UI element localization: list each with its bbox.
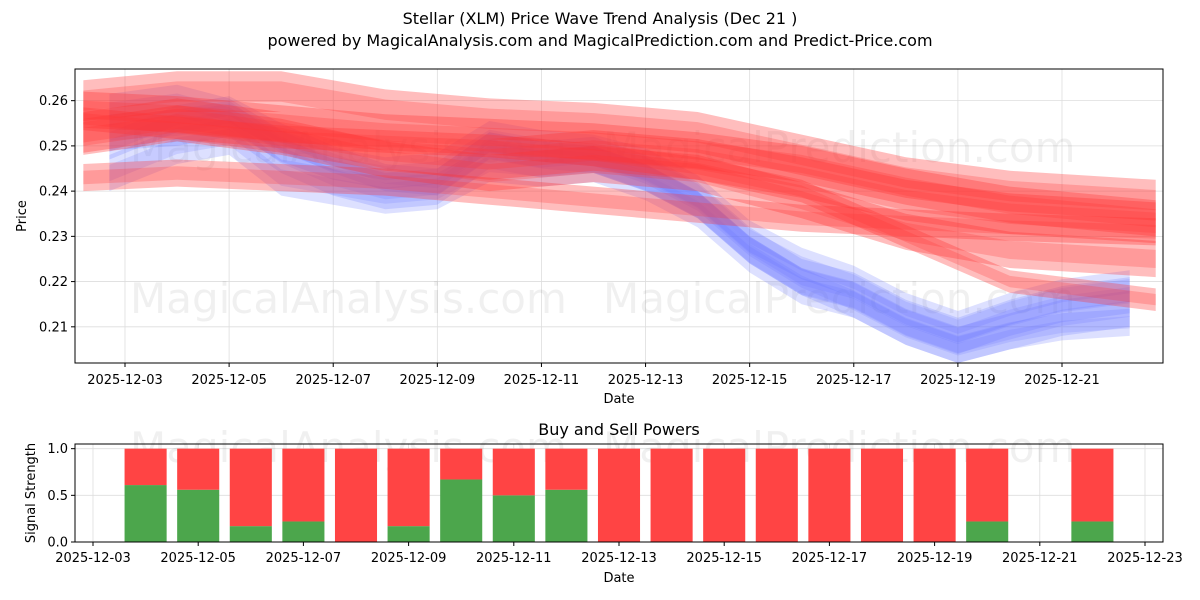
x-tick-label: 2025-12-05 (191, 373, 267, 388)
sell-bar (808, 448, 851, 542)
sell-bar (966, 448, 1009, 522)
buy-bar (282, 521, 325, 542)
buy-bar (124, 485, 167, 542)
sell-bar (913, 448, 956, 542)
blue-wave-band (109, 118, 1130, 363)
blue-wave-band (109, 84, 1130, 343)
sell-bar (387, 448, 430, 527)
bar-x-tick-label: 2025-12-05 (160, 551, 236, 566)
bar-y-tick-label: 0.5 (47, 489, 68, 504)
sell-bar (755, 448, 798, 542)
blue-wave-core (109, 110, 1130, 344)
sell-bar (229, 448, 272, 527)
bar-x-tick-label: 2025-12-03 (55, 551, 131, 566)
chart-title: Stellar (XLM) Price Wave Trend Analysis … (402, 9, 798, 28)
buy-bar (492, 495, 535, 542)
bar-y-tick-label: 0.0 (47, 536, 68, 551)
x-axis-label: Date (603, 392, 634, 407)
buy-bar (440, 479, 483, 542)
watermark-text: MagicalAnalysis.com (130, 123, 567, 172)
red-wave-core (83, 113, 1156, 306)
x-tick-label: 2025-12-15 (712, 373, 788, 388)
x-tick-label: 2025-12-11 (504, 373, 580, 388)
bar-x-tick-label: 2025-12-15 (686, 551, 762, 566)
red-wave-core (83, 108, 1156, 233)
sell-bar (124, 448, 167, 486)
sell-bar (282, 448, 325, 522)
y-tick-label: 0.23 (39, 230, 68, 245)
bar-y-tick-label: 1.0 (47, 442, 68, 457)
sell-bar (492, 448, 535, 496)
sell-bar (650, 448, 693, 542)
y-tick-label: 0.25 (39, 139, 68, 154)
bar-x-tick-label: 2025-12-17 (792, 551, 868, 566)
sell-bar (860, 448, 904, 542)
bar-x-tick-label: 2025-12-23 (1107, 551, 1183, 566)
price-chart-frame (74, 68, 1164, 364)
sell-bar (703, 448, 746, 542)
chart-subtitle: powered by MagicalAnalysis.com and Magic… (267, 31, 933, 50)
red-wave-band (83, 159, 1156, 246)
red-wave-core (83, 100, 1156, 228)
red-wave-core (83, 81, 1156, 211)
y-tick-label: 0.22 (39, 275, 68, 290)
bar-x-tick-label: 2025-12-09 (371, 551, 447, 566)
red-wave-band (83, 98, 1156, 244)
bar-x-tick-label: 2025-12-07 (266, 551, 342, 566)
watermark-text: MagicalAnalysis.com (130, 274, 567, 323)
x-tick-label: 2025-12-17 (816, 373, 892, 388)
sell-bar (440, 448, 483, 480)
x-tick-label: 2025-12-07 (295, 373, 371, 388)
buy-bar (1071, 521, 1114, 542)
red-wave-core (83, 114, 1156, 268)
buy-bar (387, 526, 430, 542)
watermark-text: MagicalPrediction.com (603, 274, 1076, 323)
y-axis-label: Price (15, 200, 30, 232)
sell-bar (1071, 448, 1114, 522)
buy-bar (177, 489, 220, 542)
red-wave-band (83, 91, 1156, 237)
blue-wave-core (109, 103, 1130, 356)
red-wave-core (83, 166, 1156, 239)
x-tick-label: 2025-12-21 (1024, 373, 1100, 388)
bar-chart-title: Buy and Sell Powers (538, 420, 700, 439)
buy-bar (545, 489, 588, 542)
red-wave-band (83, 107, 1156, 312)
buy-bar (229, 526, 272, 542)
sell-bar (177, 448, 220, 490)
y-tick-label: 0.21 (39, 320, 68, 335)
x-tick-label: 2025-12-13 (608, 373, 684, 388)
x-tick-label: 2025-12-03 (87, 373, 163, 388)
bar-x-axis-label: Date (603, 571, 634, 586)
blue-wave-core (109, 93, 1130, 334)
sell-bar (545, 448, 588, 490)
blue-wave-band (109, 96, 1130, 363)
bar-x-tick-label: 2025-12-19 (897, 551, 973, 566)
y-tick-label: 0.24 (39, 185, 68, 200)
blue-wave-band (109, 100, 1130, 354)
red-wave-band (83, 105, 1156, 278)
sell-bar (597, 448, 641, 542)
bar-x-tick-label: 2025-12-21 (1002, 551, 1078, 566)
red-wave-band (83, 71, 1156, 221)
blue-wave-core (109, 128, 1130, 353)
x-tick-label: 2025-12-19 (920, 373, 996, 388)
buy-bar (966, 521, 1009, 542)
y-tick-label: 0.26 (39, 94, 68, 109)
sell-bar (334, 448, 378, 542)
bar-x-tick-label: 2025-12-13 (581, 551, 657, 566)
bar-y-axis-label: Signal Strength (24, 443, 39, 543)
bar-x-tick-label: 2025-12-11 (476, 551, 552, 566)
watermark-text: MagicalPrediction.com (603, 123, 1076, 172)
x-tick-label: 2025-12-09 (400, 373, 476, 388)
